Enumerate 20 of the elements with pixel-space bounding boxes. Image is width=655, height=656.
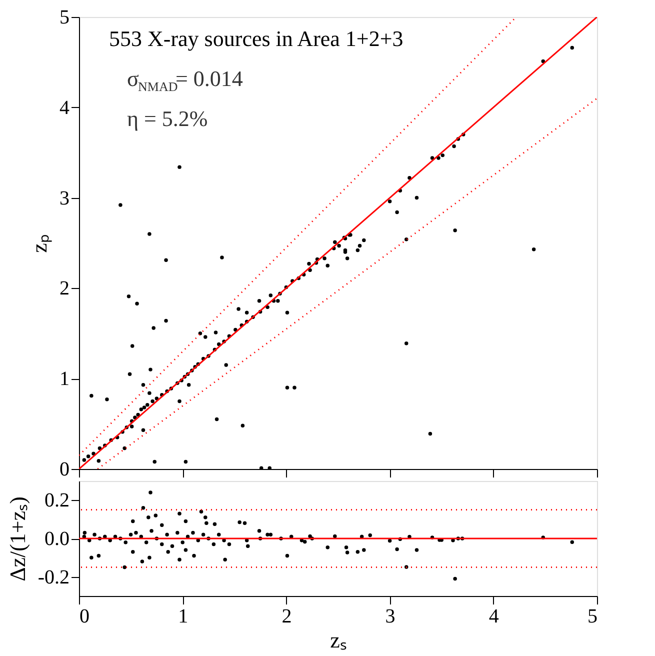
y-axis-title: Δz/(1+zₛ) (4, 496, 30, 582)
y-tick-label: 4 (60, 96, 70, 119)
y-tick-label: 1 (60, 368, 70, 390)
x-tick-label: 1 (178, 606, 188, 628)
y-tick-label: 3 (60, 187, 70, 210)
annotation: η = 5.2% (127, 106, 208, 131)
y-tick-label: 0.0 (44, 528, 70, 550)
y-tick-label: 0.2 (44, 490, 70, 512)
y-tick-label: 5 (60, 6, 70, 28)
y-tick-label: 0 (60, 458, 70, 480)
y-tick-label: -0.2 (38, 566, 70, 588)
x-tick-label: 3 (385, 606, 396, 628)
annotation: 553 X-ray sources in Area 1+2+3 (109, 26, 404, 51)
x-axis-title: zₛ (330, 628, 347, 652)
x-tick-label: 0 (80, 606, 90, 628)
x-tick-label: 2 (282, 606, 292, 628)
x-tick-label: 5 (588, 606, 598, 628)
y-tick-label: 2 (60, 278, 70, 300)
x-tick-label: 4 (488, 606, 499, 628)
y-axis-title: zₚ (26, 234, 52, 253)
